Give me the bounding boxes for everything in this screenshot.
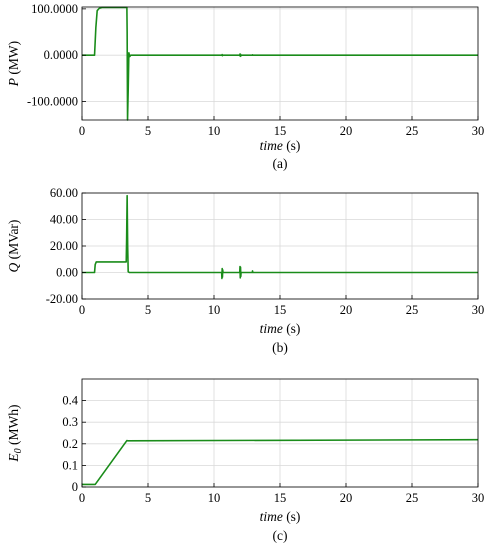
panel-caption: (a) [273,156,288,171]
x-axis-label: time (s) [260,509,301,524]
y-axis-label: E0 (MWh) [6,404,24,462]
y-axis-unit: (MVar) [6,220,21,263]
x-tick-label: 5 [145,303,151,317]
x-tick-label: 25 [406,303,419,317]
y-axis-variable: Q [6,262,21,272]
x-axis-label: time (s) [260,138,301,153]
x-axis-unit: (s) [283,509,301,524]
y-tick-label: -20.00 [46,292,78,306]
y-tick-label: -100.0000 [27,94,78,108]
x-tick-label: 30 [472,491,485,505]
x-tick-label: 25 [406,124,419,138]
x-tick-label: 10 [208,124,221,138]
y-axis-unit: (MWh) [6,404,21,448]
panel-a: 0 5 10 15 20 25 30 -100.0000 0.0000 100.0000 time … [6,2,484,171]
x-axis-unit: (s) [283,321,301,336]
x-tick-label: 5 [145,491,151,505]
x-tick-label: 5 [145,124,151,138]
series-line [82,438,479,486]
x-tick-label: 0 [79,303,85,317]
series-line [82,194,478,280]
x-axis-variable: time [260,321,283,336]
y-tick-label: 0.4 [62,394,78,408]
x-tick-label: 15 [274,303,287,317]
x-tick-label: 0 [79,491,85,505]
x-axis-unit: (s) [283,138,301,153]
x-axis-variable: time [260,509,283,524]
x-tick-label: 0 [79,124,85,138]
x-tick-label: 15 [274,124,287,138]
x-tick-label: 20 [340,124,353,138]
x-tick-label: 20 [340,491,353,505]
y-tick-label: 0.1 [62,458,78,472]
y-axis-label: Q (MVar) [6,220,21,273]
x-tick-label: 30 [472,303,485,317]
x-tick-label: 30 [472,124,485,138]
series-line [82,6,478,121]
y-axis-subscript: 0 [13,448,24,453]
y-tick-label: 0 [72,480,78,494]
y-tick-label: 60.00 [50,186,78,200]
panel-caption: (b) [272,340,288,355]
y-axis-variable: P [6,78,21,87]
y-tick-label: 100.0000 [31,2,78,16]
x-axis-variable: time [260,138,283,153]
y-tick-label: 0.2 [62,437,78,451]
x-tick-label: 10 [208,303,221,317]
panel-caption: (c) [273,528,288,543]
panel-b: 0 5 10 15 20 25 30 -20.00 0.00 20.00 40.00 60.00 tim… [6,186,484,355]
y-tick-label: 40.00 [50,213,78,227]
y-tick-label: 0.00 [56,266,78,280]
x-tick-label: 20 [340,303,353,317]
x-tick-label: 15 [274,491,287,505]
y-axis-unit: (MW) [6,41,21,78]
y-axis-variable: E [6,453,21,463]
x-tick-label: 25 [406,491,419,505]
y-tick-label: 0.3 [62,415,78,429]
x-tick-label: 10 [208,491,221,505]
y-axis-label: P (MW) [6,41,21,87]
x-axis-label: time (s) [260,321,301,336]
y-tick-label: 20.00 [50,239,78,253]
y-tick-label: 0.0000 [44,48,78,62]
